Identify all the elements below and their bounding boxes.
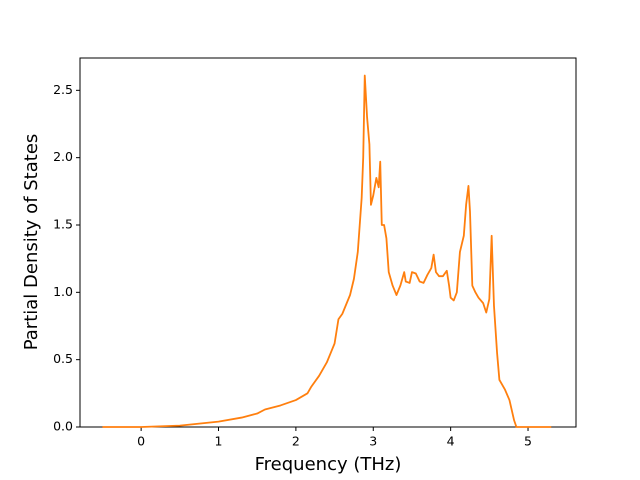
y-tick-label: 1.0 [53,284,73,299]
y-axis-label: Partial Density of States [21,134,42,351]
y-tick-label: 1.5 [53,216,73,231]
x-tick-label: 5 [524,434,532,449]
x-tick-label: 1 [215,434,223,449]
x-tick-label: 0 [137,434,145,449]
x-tick-label: 2 [292,434,300,449]
plot-frame [79,57,577,428]
x-tick-label: 4 [447,434,455,449]
x-axis-label: Frequency (THz) [255,454,402,475]
x-tick-label: 3 [369,434,377,449]
y-tick-label: 0.0 [53,419,73,434]
line-series [102,74,552,428]
y-tick-label: 0.5 [53,351,73,366]
y-tick-label: 2.0 [53,149,73,164]
y-tick-label: 2.5 [53,82,73,97]
